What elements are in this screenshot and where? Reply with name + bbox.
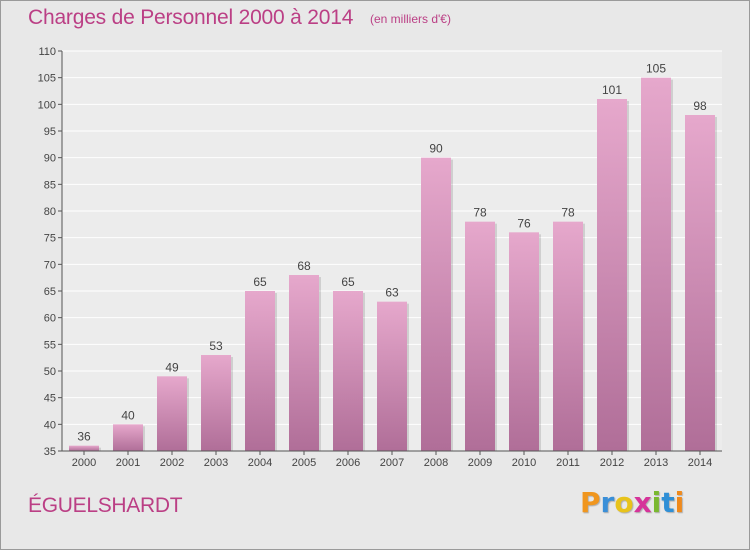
x-tick-label: 2005 [292,457,316,469]
bar-2006 [333,291,363,451]
logo-letter: r [600,486,615,519]
x-tick-label: 2010 [512,457,536,469]
bars: 36 40 49 53 65 68 65 63 90 78 76 78 101 105 98 [69,62,717,452]
y-tick-label: 75 [44,233,56,245]
value-label: 53 [209,339,223,353]
value-label: 76 [517,216,531,230]
bar-2008 [421,157,451,451]
logo-letter: o [614,486,634,519]
y-tick-label: 35 [44,446,56,458]
value-label: 65 [253,275,267,289]
value-label: 65 [341,275,355,289]
x-tick-label: 2008 [424,457,448,469]
logo-letter: t [661,486,675,519]
logo-letter: i [674,486,685,519]
bar-2010 [509,232,539,451]
value-label: 40 [121,408,135,422]
bar-2014 [685,115,715,451]
value-label: 68 [297,259,311,273]
bar-2005 [289,275,319,451]
x-tick-label: 2009 [468,457,492,469]
x-tick-label: 2002 [160,457,184,469]
logo-letter: x [633,486,652,519]
y-tick-label: 100 [38,99,56,111]
y-tick-label: 60 [44,313,56,325]
x-tick-label: 2001 [116,457,140,469]
x-tick-label: 2004 [248,457,272,469]
y-tick-label: 105 [38,73,56,85]
x-tick-label: 2011 [556,457,580,469]
bar-2009 [465,221,495,451]
bar-2007 [377,301,407,451]
y-tick-label: 65 [44,286,56,298]
value-label: 90 [429,142,443,156]
bar-2004 [245,291,275,451]
x-tick-label: 2000 [72,457,96,469]
y-tick-label: 95 [44,126,56,138]
x-tick-label: 2012 [600,457,624,469]
bar-2001 [113,424,143,451]
bar-2012 [597,99,627,451]
axes: 35 40 45 50 55 60 65 70 75 80 85 90 95 100 105 110 2000 2… [38,46,722,469]
x-tick-label: 2006 [336,457,360,469]
value-label: 98 [693,99,707,113]
bar-2013 [641,77,671,452]
bar-2002 [157,376,187,451]
y-tick-label: 90 [44,153,56,165]
chart-title: Charges de Personnel 2000 à 2014 [28,6,354,29]
x-tick-label: 2007 [380,457,404,469]
logo-letter: P [580,486,601,519]
value-label: 78 [561,206,575,220]
x-tick-label: 2003 [204,457,228,469]
x-tick-label: 2014 [688,457,712,469]
bar-2011 [553,221,583,451]
y-tick-label: 110 [38,46,56,58]
value-label: 101 [602,83,622,97]
value-label: 36 [77,430,91,444]
value-label: 49 [165,360,179,374]
y-tick-label: 50 [44,366,56,378]
y-tick-label: 55 [44,339,56,351]
bar-2003 [201,355,231,451]
y-tick-label: 85 [44,179,56,191]
bar-2000 [69,445,99,451]
y-tick-label: 80 [44,206,56,218]
chart-subtitle: (en milliers d'€) [370,12,451,26]
y-tick-label: 70 [44,259,56,271]
logo-letter: i [651,486,662,519]
value-label: 78 [473,206,487,220]
y-tick-label: 40 [44,419,56,431]
x-tick-label: 2013 [644,457,668,469]
commune-name: ÉGUELSHARDT [28,494,183,517]
value-label: 63 [385,286,399,300]
value-label: 105 [646,62,666,76]
proxiti-logo[interactable]: Proxiti [580,486,684,519]
y-tick-label: 45 [44,393,56,405]
